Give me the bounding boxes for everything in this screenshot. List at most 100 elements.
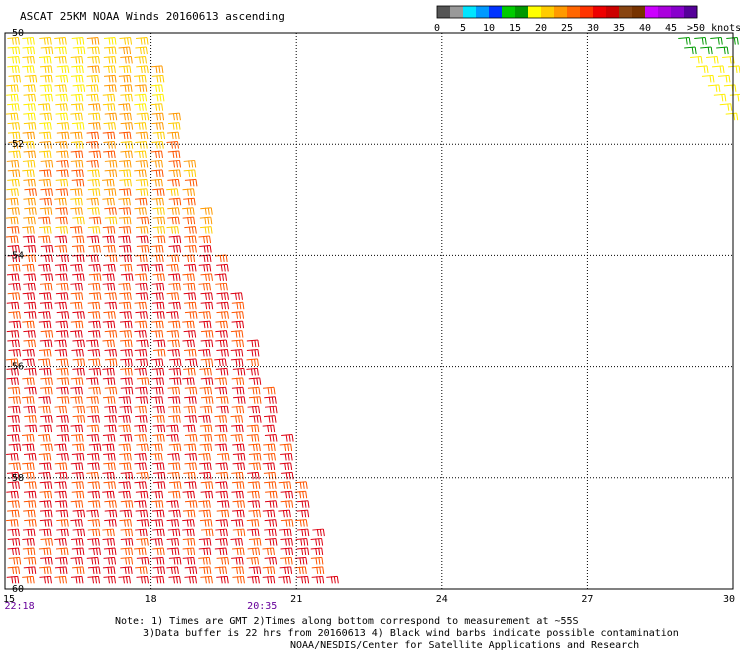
wind-barb [168, 112, 181, 121]
wind-barb [279, 528, 292, 537]
wind-barb [215, 367, 229, 376]
wind-barb [230, 519, 244, 527]
x-tick-label: 18 [145, 594, 157, 605]
wind-barb [215, 330, 228, 338]
wind-barb [135, 46, 148, 55]
wind-barb [168, 245, 182, 253]
plot-frame [4, 32, 734, 590]
wind-barb [280, 556, 293, 565]
wind-barb [40, 254, 53, 263]
wind-barb [167, 339, 180, 348]
wind-barb [87, 169, 100, 177]
wind-barb [184, 311, 198, 319]
wind-barb [38, 452, 52, 461]
wind-barb [183, 405, 197, 414]
wind-barb [183, 471, 196, 480]
wind-barb [296, 509, 310, 518]
wind-barb [7, 103, 20, 111]
wind-barb [168, 405, 181, 414]
wind-barb [56, 415, 69, 423]
wind-barb [8, 462, 22, 470]
colorbar-swatch [619, 6, 633, 18]
wind-barb [6, 471, 20, 480]
wind-barb [166, 547, 180, 556]
wind-barb [87, 575, 100, 584]
wind-barb [134, 84, 148, 92]
wind-barb [55, 556, 68, 565]
wind-barb [23, 301, 37, 310]
wind-barb [71, 538, 84, 546]
colorbar: 0 5 10 15 20 25 30 35 40 45 >50 knots [434, 5, 740, 34]
wind-barb [70, 292, 84, 300]
wind-barb [152, 566, 166, 574]
wind-barb [56, 131, 70, 140]
wind-barb [54, 538, 67, 546]
wind-barb [215, 490, 229, 499]
wind-barb [120, 367, 133, 376]
wind-barb [279, 462, 293, 470]
wind-barb [54, 301, 68, 310]
wind-barb [54, 500, 68, 508]
wind-barb [247, 490, 260, 499]
wind-barb [87, 65, 100, 73]
wind-barb [70, 103, 84, 111]
time-label: 22:18 [5, 601, 35, 612]
wind-barb [214, 358, 227, 366]
wind-barb [152, 226, 166, 234]
x-tick-labels: 15 18 21 24 27 30 [3, 594, 735, 605]
wind-barb [86, 141, 99, 149]
wind-barb [167, 216, 180, 225]
wind-barb [136, 538, 149, 546]
wind-barb [150, 150, 163, 159]
wind-barb [182, 509, 196, 518]
wind-barb [55, 141, 68, 149]
colorbar-label: 40 [639, 23, 651, 34]
wind-barb [119, 509, 133, 518]
wind-barb [39, 84, 53, 92]
wind-barb [136, 556, 150, 565]
wind-barb [104, 348, 118, 357]
wind-barb [280, 547, 294, 556]
wind-barb [712, 65, 725, 73]
wind-barb [723, 84, 737, 92]
wind-barb [168, 358, 182, 366]
wind-barb [24, 207, 37, 215]
wind-barb [136, 339, 149, 348]
wind-barb [200, 490, 214, 499]
wind-barb [134, 462, 147, 470]
wind-barb [39, 500, 52, 508]
wind-barb [134, 169, 147, 177]
wind-barb [70, 74, 84, 83]
wind-barb [151, 197, 164, 206]
wind-barb [118, 216, 132, 225]
wind-barb [690, 55, 703, 64]
wind-barb [248, 538, 262, 546]
wind-barb [23, 405, 36, 414]
wind-barb [22, 292, 36, 300]
wind-barb [232, 462, 246, 470]
wind-barb [104, 519, 117, 527]
colorbar-swatch [554, 6, 568, 18]
wind-barb [86, 509, 99, 518]
wind-barb [55, 547, 69, 556]
wind-barb [231, 377, 245, 385]
wind-barb [104, 500, 117, 508]
wind-barb [231, 471, 244, 480]
wind-barb [118, 245, 132, 253]
wind-barb [151, 320, 164, 329]
wind-barb [56, 122, 70, 130]
wind-barb [134, 424, 147, 433]
wind-barb [167, 396, 181, 404]
wind-barb [152, 471, 166, 480]
y-tick-label: -54 [6, 250, 24, 261]
wind-barb [136, 216, 150, 225]
wind-barb [6, 377, 19, 385]
wind-barb [54, 405, 68, 414]
wind-barb [6, 273, 20, 281]
wind-barb [118, 169, 132, 177]
colorbar-swatch [593, 6, 607, 18]
wind-barb [86, 131, 100, 140]
wind-barb [103, 556, 117, 565]
colorbar-swatch [580, 6, 594, 18]
wind-barb [134, 207, 147, 215]
